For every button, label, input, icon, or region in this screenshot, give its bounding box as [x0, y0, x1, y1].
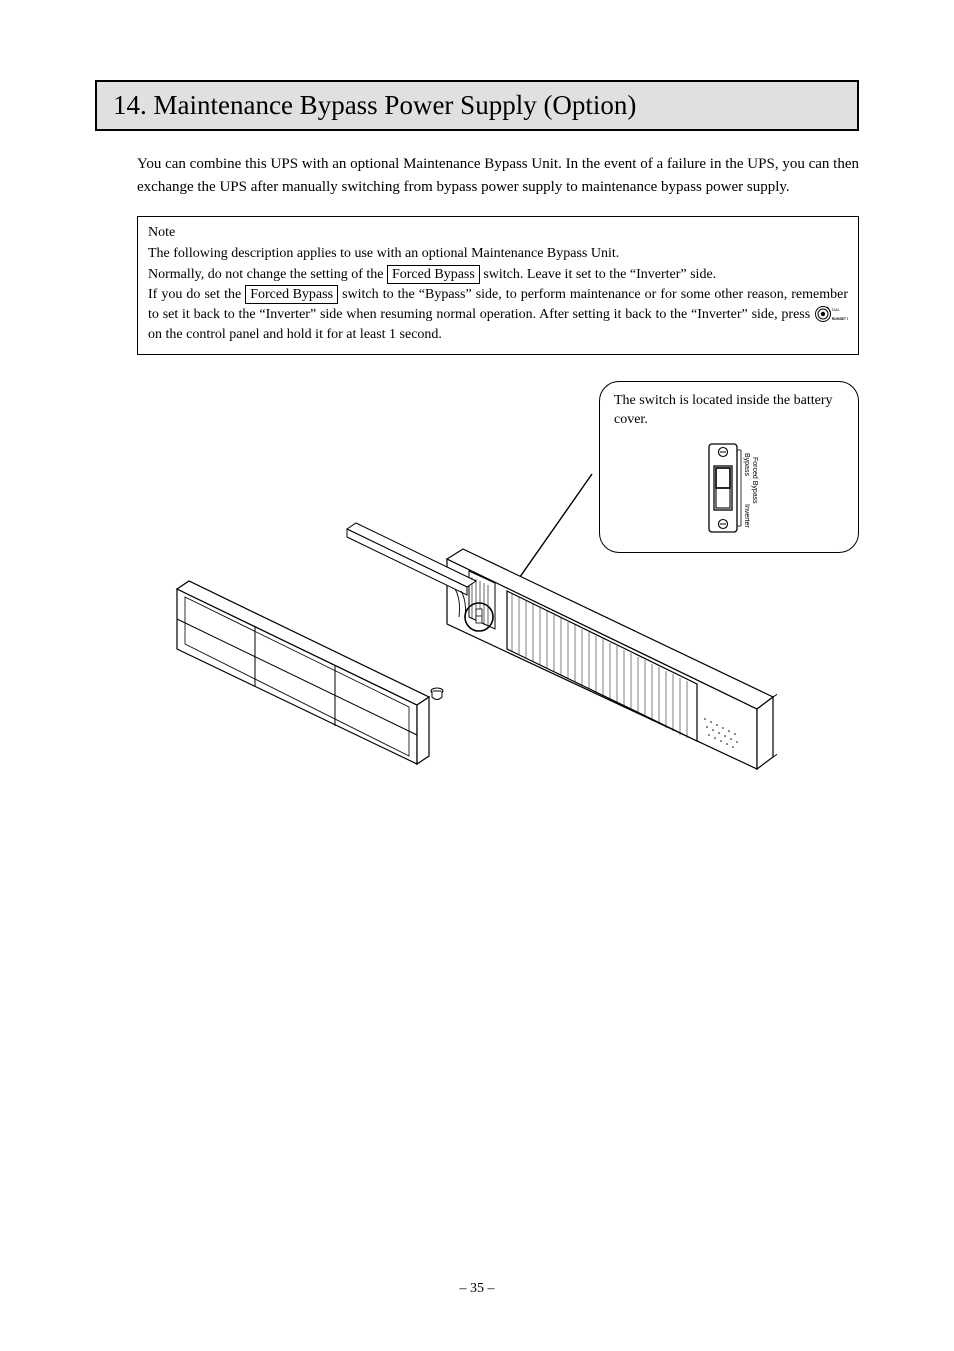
icon-label-runset: RUN/SET SW [832, 317, 848, 321]
note-heading: Note [148, 223, 848, 243]
note-line3a: If you do set the [148, 287, 245, 302]
note-line3c: on the control panel and hold it for at … [148, 327, 442, 342]
note-line2b: switch. Leave it set to the “Inverter” s… [480, 267, 716, 282]
icon-label-dial: DIAL [832, 308, 840, 312]
section-title: 14. Maintenance Bypass Power Supply (Opt… [113, 90, 841, 121]
callout-text: The switch is located inside the battery… [614, 392, 844, 430]
section-title-bar: 14. Maintenance Bypass Power Supply (Opt… [95, 80, 859, 131]
note-line1: The following description applies to use… [148, 246, 619, 261]
diagram-area: The switch is located inside the battery… [137, 381, 859, 791]
forced-bypass-label-2: Forced Bypass [245, 285, 338, 305]
page-number: – 35 – [0, 1281, 954, 1297]
ups-isometric-diagram [137, 459, 777, 799]
forced-bypass-label-1: Forced Bypass [387, 265, 480, 285]
dial-button-icon: DIAL RUN/SET SW [814, 305, 848, 323]
page-container: 14. Maintenance Bypass Power Supply (Opt… [0, 0, 954, 831]
note-line2a: Normally, do not change the setting of t… [148, 267, 387, 282]
intro-paragraph: You can combine this UPS with an optiona… [137, 153, 859, 198]
note-box: Note The following description applies t… [137, 216, 859, 355]
